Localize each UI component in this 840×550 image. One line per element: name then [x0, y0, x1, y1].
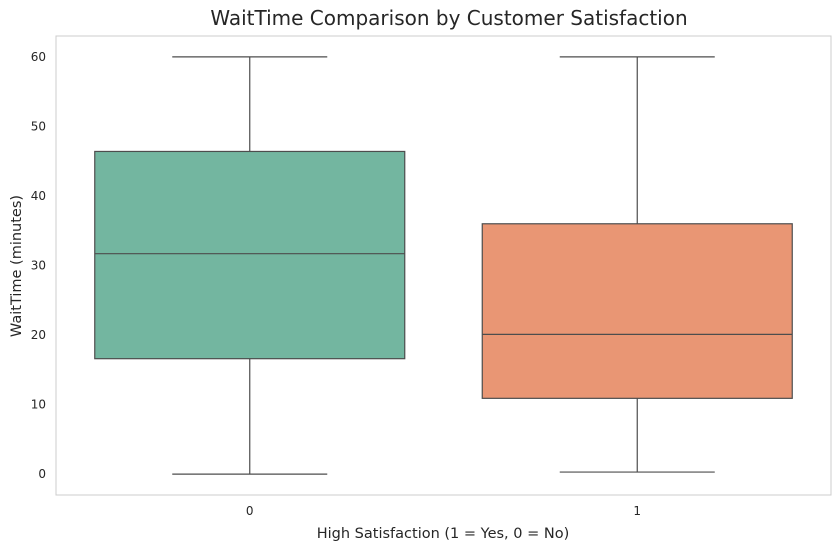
box-0 — [94, 56, 406, 475]
x-axis-label: High Satisfaction (1 = Yes, 0 = No) — [317, 526, 569, 542]
y-tick-label: 40 — [31, 189, 46, 203]
y-axis-label: WaitTime (minutes) — [9, 195, 25, 337]
plot-frame — [55, 35, 832, 496]
y-tick-label: 20 — [31, 328, 46, 342]
y-tick-label: 30 — [31, 259, 46, 273]
iqr-box — [481, 223, 793, 399]
box-1 — [481, 56, 793, 473]
iqr-box — [94, 150, 406, 360]
y-tick-label: 60 — [31, 50, 46, 64]
box-series — [94, 56, 793, 475]
y-tick-label: 10 — [31, 398, 46, 412]
x-tick-label: 1 — [633, 504, 641, 518]
y-tick-label: 0 — [38, 467, 46, 481]
y-tick-label: 50 — [31, 119, 46, 133]
chart-title: WaitTime Comparison by Customer Satisfac… — [210, 6, 687, 30]
x-tick-label: 0 — [246, 504, 254, 518]
y-axis-ticks: 0 10 20 30 40 50 60 — [31, 50, 46, 481]
